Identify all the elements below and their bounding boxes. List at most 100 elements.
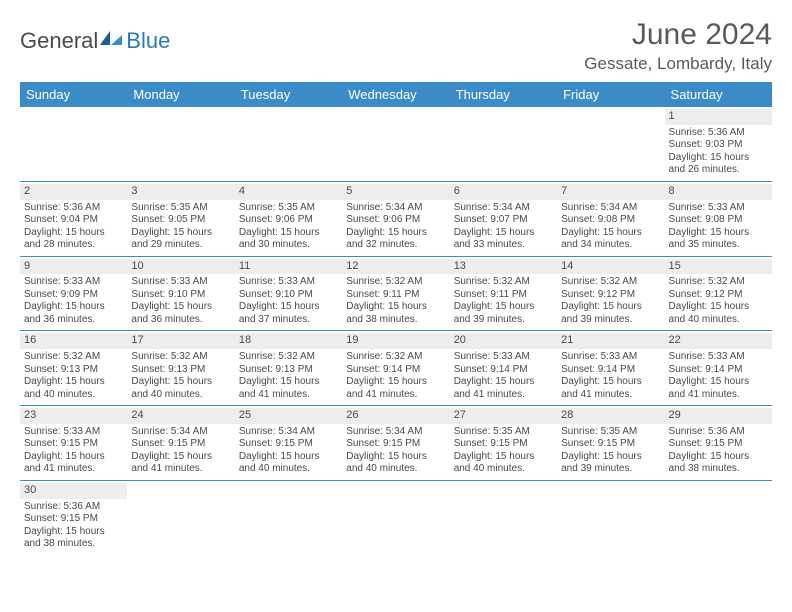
calendar-cell — [235, 107, 342, 181]
calendar-cell: 17Sunrise: 5:32 AMSunset: 9:13 PMDayligh… — [127, 331, 234, 406]
sunset-text: Sunset: 9:03 PM — [669, 139, 768, 152]
day-number: 1 — [665, 109, 772, 125]
calendar-cell: 26Sunrise: 5:34 AMSunset: 9:15 PMDayligh… — [342, 406, 449, 481]
calendar-cell — [127, 480, 234, 554]
sunset-text: Sunset: 9:15 PM — [131, 438, 230, 451]
day-number: 16 — [20, 333, 127, 349]
day-number: 13 — [450, 259, 557, 275]
sunset-text: Sunset: 9:14 PM — [561, 364, 660, 377]
month-title: June 2024 — [584, 18, 772, 52]
calendar-cell — [450, 107, 557, 181]
sunset-text: Sunset: 9:05 PM — [131, 214, 230, 227]
calendar-row: 9Sunrise: 5:33 AMSunset: 9:09 PMDaylight… — [20, 256, 772, 331]
sunset-text: Sunset: 9:08 PM — [561, 214, 660, 227]
daylight-text: Daylight: 15 hours and 33 minutes. — [454, 227, 553, 252]
calendar-cell: 7Sunrise: 5:34 AMSunset: 9:08 PMDaylight… — [557, 181, 664, 256]
calendar-cell: 1 Sunrise: 5:36 AMSunset: 9:03 PMDaylight… — [665, 107, 772, 181]
day-number: 10 — [127, 259, 234, 275]
sunset-text: Sunset: 9:06 PM — [346, 214, 445, 227]
calendar-table: Sunday Monday Tuesday Wednesday Thursday… — [20, 82, 772, 555]
day-header: Wednesday — [342, 82, 449, 107]
logo-sail-icon — [98, 29, 124, 47]
daylight-text: Daylight: 15 hours and 40 minutes. — [346, 451, 445, 476]
calendar-cell: 23Sunrise: 5:33 AMSunset: 9:15 PMDayligh… — [20, 406, 127, 481]
daylight-text: Daylight: 15 hours and 26 minutes. — [669, 152, 768, 177]
sunrise-text: Sunrise: 5:33 AM — [24, 426, 123, 439]
calendar-cell: 21Sunrise: 5:33 AMSunset: 9:14 PMDayligh… — [557, 331, 664, 406]
daylight-text: Daylight: 15 hours and 34 minutes. — [561, 227, 660, 252]
calendar-cell: 12Sunrise: 5:32 AMSunset: 9:11 PMDayligh… — [342, 256, 449, 331]
calendar-cell: 24Sunrise: 5:34 AMSunset: 9:15 PMDayligh… — [127, 406, 234, 481]
sunset-text: Sunset: 9:07 PM — [454, 214, 553, 227]
day-number: 4 — [235, 184, 342, 200]
day-number: 14 — [557, 259, 664, 275]
calendar-cell: 11Sunrise: 5:33 AMSunset: 9:10 PMDayligh… — [235, 256, 342, 331]
calendar-cell — [342, 480, 449, 554]
sunrise-text: Sunrise: 5:33 AM — [669, 351, 768, 364]
calendar-cell: 4Sunrise: 5:35 AMSunset: 9:06 PMDaylight… — [235, 181, 342, 256]
calendar-cell: 8Sunrise: 5:33 AMSunset: 9:08 PMDaylight… — [665, 181, 772, 256]
day-number: 8 — [665, 184, 772, 200]
calendar-cell — [450, 480, 557, 554]
day-number: 28 — [557, 408, 664, 424]
sunrise-text: Sunrise: 5:34 AM — [346, 426, 445, 439]
sunrise-text: Sunrise: 5:32 AM — [346, 276, 445, 289]
sunrise-text: Sunrise: 5:33 AM — [561, 351, 660, 364]
calendar-cell — [557, 480, 664, 554]
daylight-text: Daylight: 15 hours and 37 minutes. — [239, 301, 338, 326]
sunrise-text: Sunrise: 5:36 AM — [669, 127, 768, 140]
day-number: 6 — [450, 184, 557, 200]
sunset-text: Sunset: 9:13 PM — [239, 364, 338, 377]
sunrise-text: Sunrise: 5:35 AM — [561, 426, 660, 439]
calendar-cell: 19Sunrise: 5:32 AMSunset: 9:14 PMDayligh… — [342, 331, 449, 406]
daylight-text: Daylight: 15 hours and 38 minutes. — [24, 526, 123, 551]
calendar-cell: 28Sunrise: 5:35 AMSunset: 9:15 PMDayligh… — [557, 406, 664, 481]
day-header-row: Sunday Monday Tuesday Wednesday Thursday… — [20, 82, 772, 107]
logo: General Blue — [20, 28, 170, 54]
sunrise-text: Sunrise: 5:32 AM — [346, 351, 445, 364]
day-number: 12 — [342, 259, 449, 275]
day-number: 17 — [127, 333, 234, 349]
day-header: Friday — [557, 82, 664, 107]
sunrise-text: Sunrise: 5:34 AM — [346, 202, 445, 215]
day-header: Thursday — [450, 82, 557, 107]
calendar-row: 16Sunrise: 5:32 AMSunset: 9:13 PMDayligh… — [20, 331, 772, 406]
daylight-text: Daylight: 15 hours and 41 minutes. — [669, 376, 768, 401]
day-number: 15 — [665, 259, 772, 275]
calendar-cell: 16Sunrise: 5:32 AMSunset: 9:13 PMDayligh… — [20, 331, 127, 406]
sunset-text: Sunset: 9:15 PM — [346, 438, 445, 451]
sunrise-text: Sunrise: 5:35 AM — [239, 202, 338, 215]
sunset-text: Sunset: 9:14 PM — [346, 364, 445, 377]
calendar-cell: 22Sunrise: 5:33 AMSunset: 9:14 PMDayligh… — [665, 331, 772, 406]
sunset-text: Sunset: 9:13 PM — [131, 364, 230, 377]
calendar-cell: 15Sunrise: 5:32 AMSunset: 9:12 PMDayligh… — [665, 256, 772, 331]
sunrise-text: Sunrise: 5:32 AM — [24, 351, 123, 364]
sunrise-text: Sunrise: 5:32 AM — [131, 351, 230, 364]
daylight-text: Daylight: 15 hours and 36 minutes. — [131, 301, 230, 326]
sunrise-text: Sunrise: 5:33 AM — [669, 202, 768, 215]
sunrise-text: Sunrise: 5:33 AM — [239, 276, 338, 289]
daylight-text: Daylight: 15 hours and 41 minutes. — [131, 451, 230, 476]
sunset-text: Sunset: 9:15 PM — [24, 438, 123, 451]
daylight-text: Daylight: 15 hours and 40 minutes. — [669, 301, 768, 326]
sunrise-text: Sunrise: 5:36 AM — [24, 501, 123, 514]
calendar-cell: 25Sunrise: 5:34 AMSunset: 9:15 PMDayligh… — [235, 406, 342, 481]
calendar-cell — [665, 480, 772, 554]
daylight-text: Daylight: 15 hours and 41 minutes. — [24, 451, 123, 476]
calendar-cell: 5Sunrise: 5:34 AMSunset: 9:06 PMDaylight… — [342, 181, 449, 256]
header: General Blue June 2024 Gessate, Lombardy… — [20, 18, 772, 74]
sunset-text: Sunset: 9:06 PM — [239, 214, 338, 227]
daylight-text: Daylight: 15 hours and 39 minutes. — [561, 451, 660, 476]
sunrise-text: Sunrise: 5:34 AM — [239, 426, 338, 439]
sunrise-text: Sunrise: 5:32 AM — [239, 351, 338, 364]
sunset-text: Sunset: 9:12 PM — [561, 289, 660, 302]
calendar-cell: 14Sunrise: 5:32 AMSunset: 9:12 PMDayligh… — [557, 256, 664, 331]
day-header: Sunday — [20, 82, 127, 107]
sunrise-text: Sunrise: 5:36 AM — [24, 202, 123, 215]
calendar-row: 30Sunrise: 5:36 AMSunset: 9:15 PMDayligh… — [20, 480, 772, 554]
day-header: Monday — [127, 82, 234, 107]
daylight-text: Daylight: 15 hours and 40 minutes. — [24, 376, 123, 401]
sunrise-text: Sunrise: 5:34 AM — [131, 426, 230, 439]
daylight-text: Daylight: 15 hours and 39 minutes. — [454, 301, 553, 326]
daylight-text: Daylight: 15 hours and 36 minutes. — [24, 301, 123, 326]
